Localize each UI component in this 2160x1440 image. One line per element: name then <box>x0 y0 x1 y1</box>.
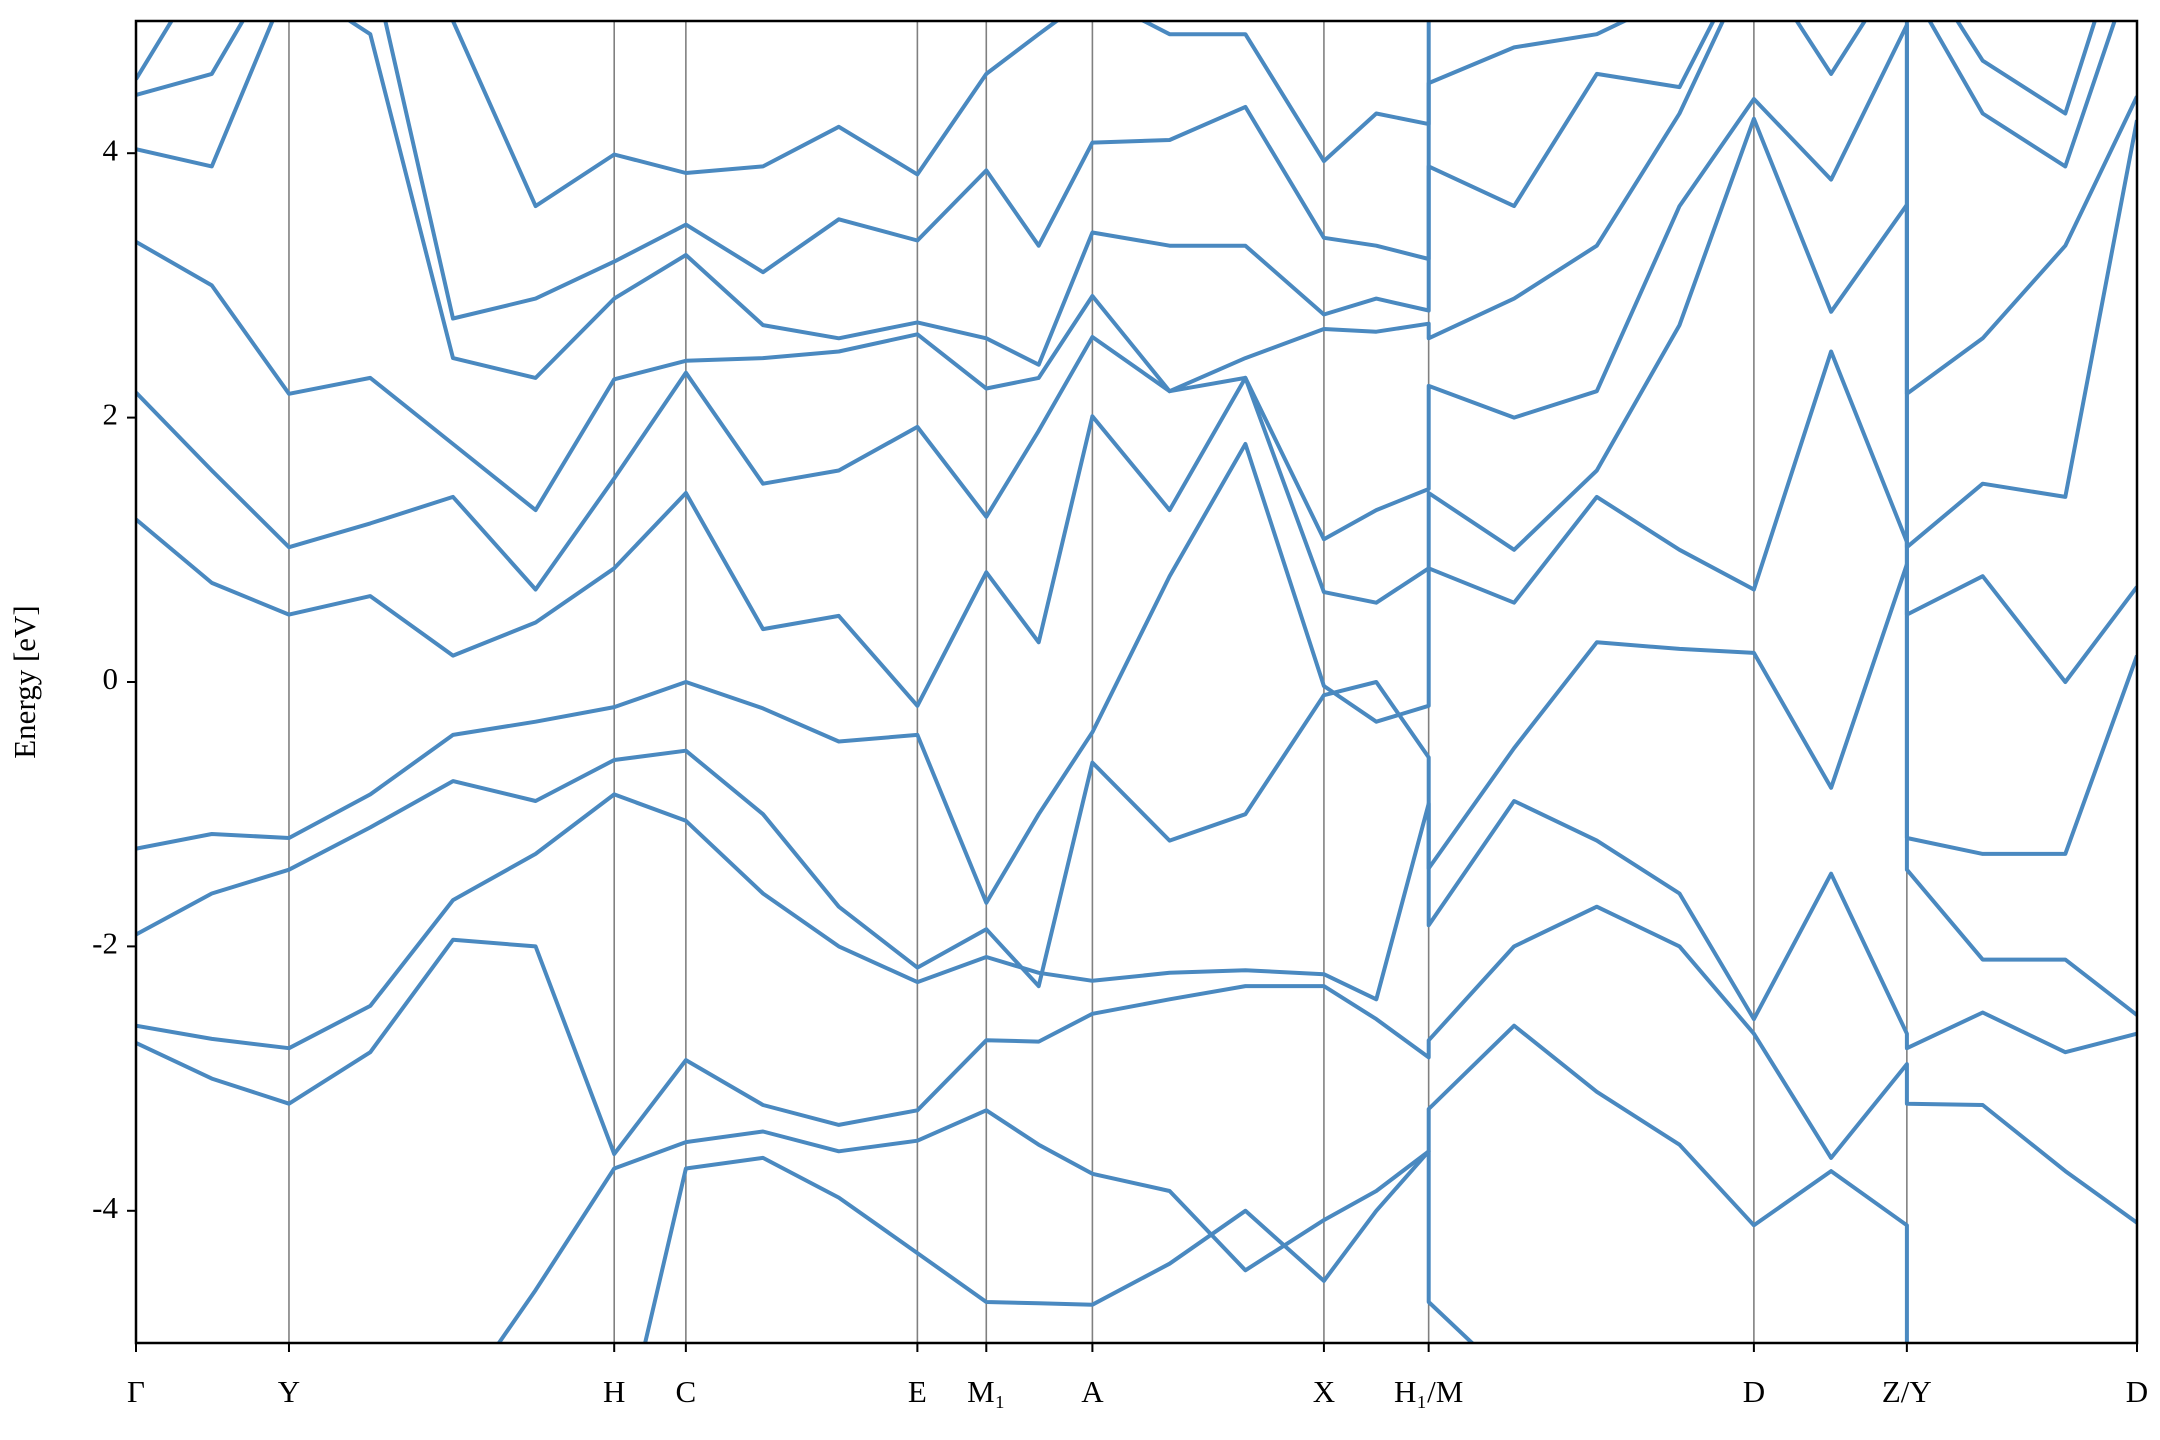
x-tick-label: H₁/M <box>1394 1374 1463 1409</box>
band-line <box>136 23 2137 592</box>
band-line <box>136 349 2137 905</box>
band-line <box>136 792 2137 1055</box>
y-tick-label: -2 <box>92 926 118 961</box>
x-tick-label: Y <box>278 1374 300 1409</box>
band-line <box>643 1149 1475 1343</box>
x-tick-label: Γ <box>127 1374 145 1409</box>
y-tick-label: 0 <box>103 661 119 696</box>
y-tick-label: 4 <box>103 132 119 167</box>
x-tick-label: H <box>603 1374 625 1409</box>
band-line <box>136 21 2117 380</box>
x-tick-label: D <box>2126 1374 2148 1409</box>
grid-layer <box>135 21 2138 1343</box>
y-tick-label: -4 <box>92 1190 118 1225</box>
band-line <box>136 21 1431 209</box>
x-tick-label: M₁ <box>967 1374 1005 1409</box>
plot-frame <box>134 19 2139 1345</box>
band-line <box>136 116 2137 708</box>
x-tick-label: E <box>908 1374 927 1409</box>
x-tick-label: Z/Y <box>1882 1374 1932 1409</box>
x-tick-label: A <box>1081 1374 1104 1409</box>
band-line <box>136 904 2137 1225</box>
band-line <box>136 562 2137 1017</box>
y-axis-label: Energy [eV] <box>7 605 42 759</box>
bands-layer <box>136 21 2137 1343</box>
band-line <box>136 21 2137 513</box>
y-tick-label: 2 <box>103 397 119 432</box>
x-tick-label: C <box>676 1374 697 1409</box>
x-tick-label: X <box>1313 1374 1335 1409</box>
x-tick-label: D <box>1743 1374 1765 1409</box>
band-line <box>136 21 2097 321</box>
band-line <box>496 1023 1909 1343</box>
